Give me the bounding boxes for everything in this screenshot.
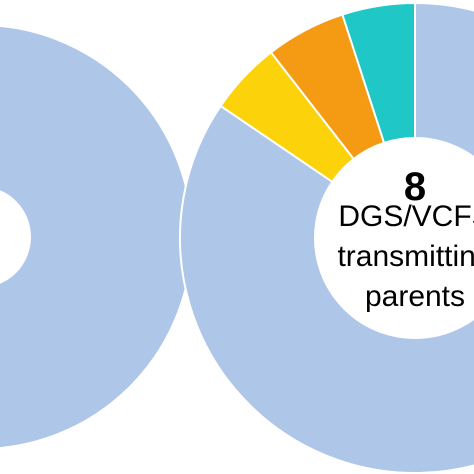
right-donut-segment-1 <box>179 1 474 474</box>
right-donut-center-label: 8 DGS/VCFS transmitting parents <box>337 165 474 313</box>
right-donut-segment-4 <box>341 1 416 145</box>
left-donut-chart <box>0 24 193 450</box>
center-label-line-2: transmitting <box>337 240 474 273</box>
right-donut-chart <box>179 1 474 474</box>
left-donut-segment-1 <box>0 24 193 450</box>
transmitting-parents-count: 8 <box>404 165 426 209</box>
center-label-line-1: DGS/VCFS <box>338 200 474 233</box>
center-label-line-3: parents <box>365 280 465 313</box>
